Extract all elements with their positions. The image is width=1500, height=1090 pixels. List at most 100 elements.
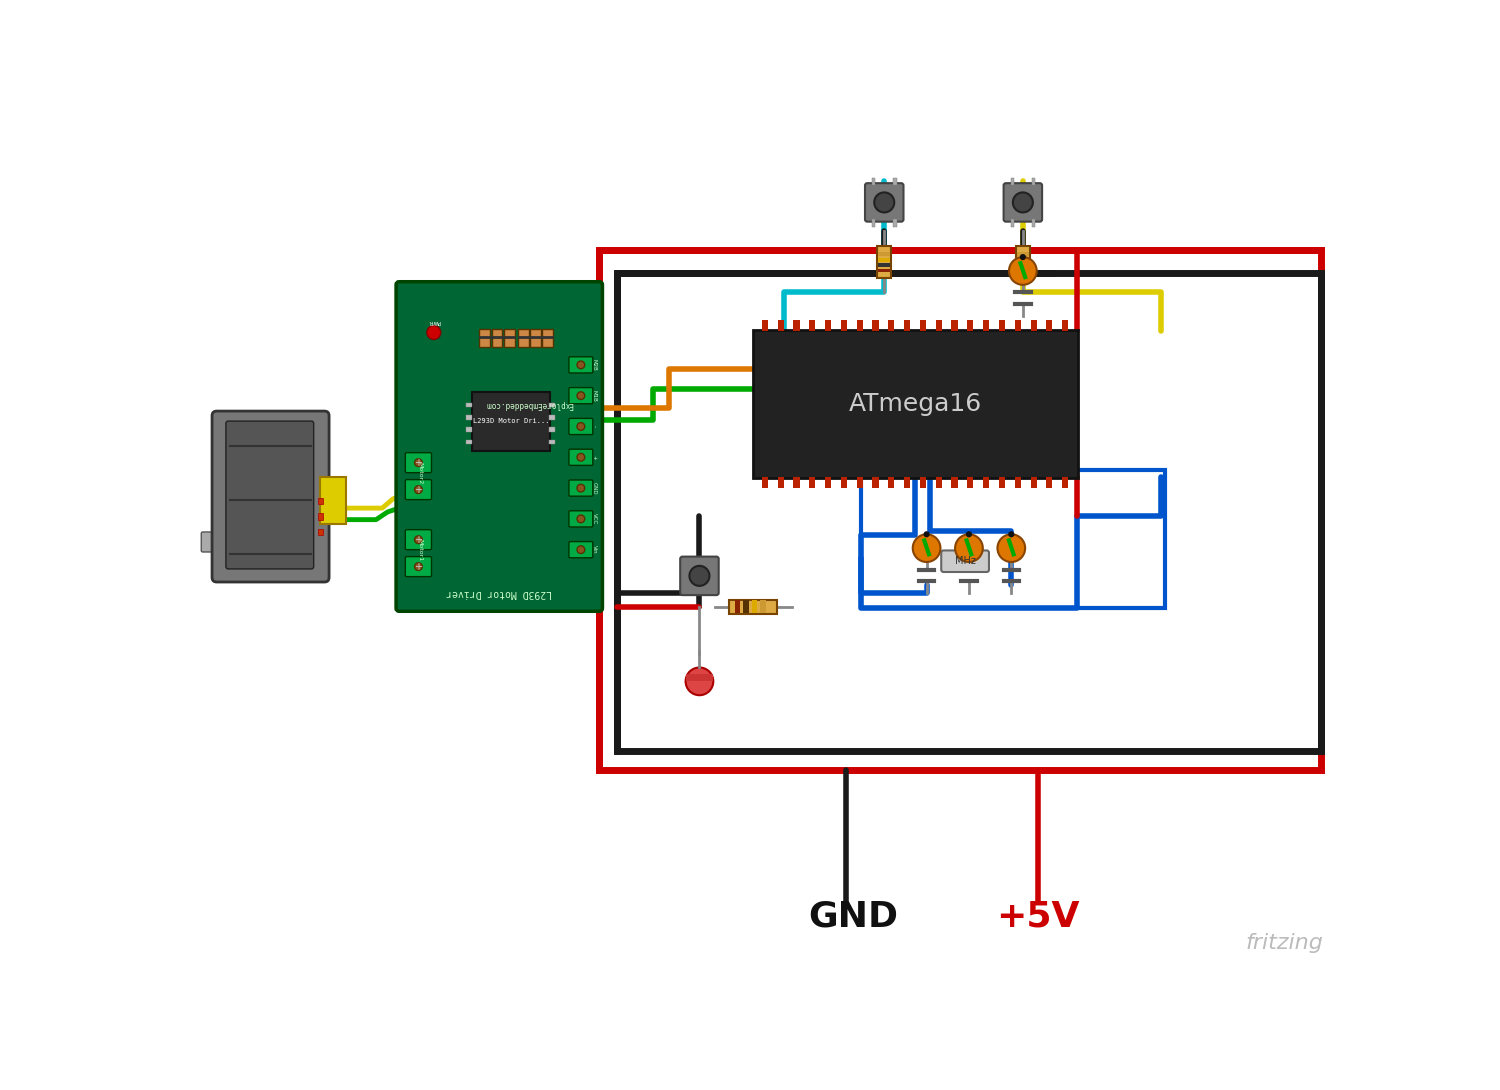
Bar (951, 477, 957, 488)
Bar (1011, 178, 1014, 185)
FancyBboxPatch shape (405, 557, 432, 577)
Bar (600, 250, 1322, 770)
FancyBboxPatch shape (405, 530, 432, 549)
Circle shape (578, 391, 585, 400)
Bar (920, 477, 926, 488)
Circle shape (578, 516, 585, 523)
FancyBboxPatch shape (396, 281, 603, 611)
Bar (878, 268, 891, 272)
Bar (466, 402, 472, 408)
Bar (1014, 477, 1022, 488)
Text: GND: GND (591, 482, 597, 495)
FancyBboxPatch shape (471, 391, 550, 451)
Bar (466, 439, 472, 445)
Bar (549, 402, 555, 408)
Bar (894, 219, 897, 227)
Bar (318, 513, 322, 520)
Bar (1032, 219, 1035, 227)
Bar (878, 258, 891, 262)
Bar (1017, 253, 1029, 256)
Bar (1017, 264, 1029, 267)
Circle shape (998, 534, 1024, 562)
FancyBboxPatch shape (478, 329, 490, 348)
FancyBboxPatch shape (568, 419, 592, 435)
FancyBboxPatch shape (568, 511, 592, 526)
Circle shape (956, 534, 982, 562)
Bar (936, 320, 942, 331)
Bar (466, 415, 472, 420)
Bar (735, 601, 741, 613)
Bar (920, 320, 926, 331)
Bar (1017, 258, 1029, 262)
FancyBboxPatch shape (405, 480, 432, 499)
Bar (1014, 320, 1022, 331)
Circle shape (414, 536, 423, 544)
Text: Motor1: Motor1 (417, 540, 423, 561)
Bar (466, 427, 472, 432)
Bar (616, 274, 1322, 751)
FancyBboxPatch shape (568, 356, 592, 373)
Bar (1017, 268, 1029, 272)
FancyBboxPatch shape (492, 329, 502, 348)
Circle shape (690, 566, 709, 585)
Circle shape (1008, 531, 1014, 537)
Bar (1047, 477, 1053, 488)
Bar (1032, 178, 1035, 185)
Bar (762, 477, 768, 488)
Circle shape (414, 459, 423, 467)
Bar (744, 601, 748, 613)
Bar (777, 320, 784, 331)
Bar (1062, 477, 1068, 488)
Bar (777, 477, 784, 488)
Bar (894, 178, 897, 185)
Text: VCC: VCC (591, 513, 597, 524)
Text: +: + (414, 535, 423, 545)
Bar (878, 253, 891, 256)
Bar (856, 320, 862, 331)
Bar (762, 320, 768, 331)
Text: Vin: Vin (591, 545, 597, 554)
FancyBboxPatch shape (543, 329, 554, 348)
Bar (825, 320, 831, 331)
Circle shape (414, 486, 423, 494)
Bar (982, 477, 990, 488)
Text: M2B: M2B (591, 359, 597, 371)
Circle shape (578, 546, 585, 554)
Circle shape (1013, 193, 1034, 213)
Circle shape (578, 423, 585, 431)
FancyBboxPatch shape (226, 421, 314, 569)
FancyBboxPatch shape (211, 411, 328, 582)
Circle shape (924, 531, 930, 537)
Text: +5V: +5V (996, 899, 1080, 933)
Bar (1047, 320, 1053, 331)
FancyBboxPatch shape (568, 480, 592, 496)
Bar (999, 320, 1005, 331)
Bar (794, 477, 800, 488)
FancyBboxPatch shape (680, 557, 718, 595)
Text: L293D Motor Dri...: L293D Motor Dri... (472, 419, 549, 424)
Bar (936, 477, 942, 488)
Bar (968, 320, 974, 331)
Bar (951, 320, 957, 331)
FancyBboxPatch shape (530, 329, 542, 348)
Text: L293D Motor Driver: L293D Motor Driver (447, 588, 552, 597)
Bar (856, 477, 862, 488)
FancyBboxPatch shape (865, 183, 903, 221)
Bar (808, 320, 816, 331)
Text: ExploreEmbedded.com: ExploreEmbedded.com (486, 400, 573, 409)
Text: +: + (591, 455, 597, 460)
Bar (842, 320, 848, 331)
FancyBboxPatch shape (940, 550, 988, 572)
FancyBboxPatch shape (405, 452, 432, 473)
Text: +: + (414, 561, 423, 571)
FancyBboxPatch shape (753, 330, 1077, 479)
Text: +: + (414, 485, 423, 495)
FancyBboxPatch shape (568, 388, 592, 403)
Text: fritzing: fritzing (1245, 933, 1323, 953)
Text: GND: GND (808, 899, 898, 933)
Bar (861, 470, 1166, 608)
Bar (549, 427, 555, 432)
Text: PWR: PWR (427, 319, 439, 324)
Bar (318, 529, 322, 535)
Bar (968, 477, 974, 488)
